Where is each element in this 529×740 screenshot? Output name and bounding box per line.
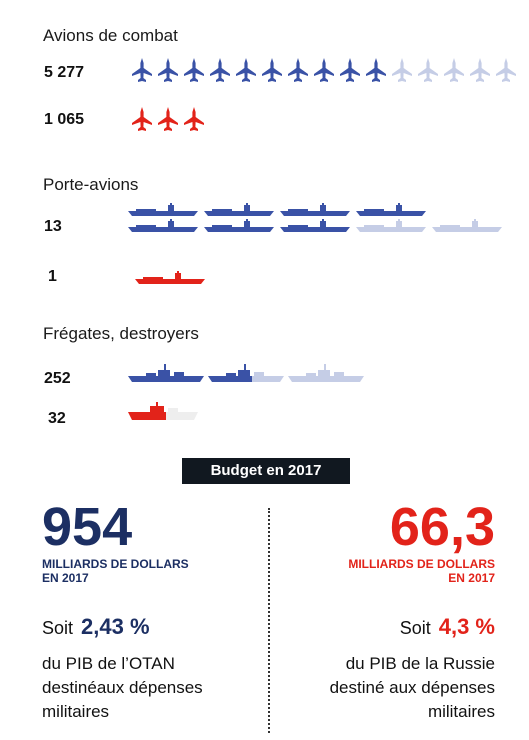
russia-budget-amount: 66,3	[389, 497, 495, 557]
nato-budget-amount: 954	[42, 497, 133, 557]
fighter-jet-icon	[470, 58, 490, 82]
frigate-group-icon	[128, 364, 364, 382]
carrier-icon	[356, 219, 426, 232]
russia-percent: 4,3 %	[438, 614, 495, 639]
fighter-jet-icon	[288, 58, 308, 82]
carrier-icon	[204, 203, 274, 216]
russia-budget-unit-line1: MILLIARDS DE DOLLARS	[348, 557, 495, 571]
nato-budget-unit: MILLIARDS DE DOLLARS EN 2017	[42, 557, 189, 585]
russia-carriers-icons	[133, 265, 213, 289]
fighter-jet-icon	[366, 58, 386, 82]
nato-budget-unit-line1: MILLIARDS DE DOLLARS	[42, 557, 189, 571]
nato-fighters-count: 5 277	[44, 64, 85, 81]
fighter-jet-icon	[262, 58, 282, 82]
fighter-jet-icon	[132, 58, 152, 82]
nato-frigates-icons	[128, 362, 368, 386]
fighter-jet-icon	[392, 58, 412, 82]
nato-fighters-icons	[131, 57, 517, 83]
carrier-group-icon	[128, 203, 502, 232]
carrier-icon	[280, 219, 350, 232]
russia-desc-line1: du PIB de la Russie	[345, 654, 495, 673]
nato-desc-line1: du PIB de l’OTAN	[42, 654, 175, 673]
fighter-jet-icon	[184, 58, 204, 82]
fighter-jet-icon	[158, 58, 178, 82]
carrier-icon	[356, 203, 426, 216]
nato-desc-line2: destinéaux dépenses	[42, 678, 203, 697]
budget-divider	[268, 508, 270, 733]
russia-fighters-count: 1 065	[44, 111, 85, 128]
fighters-heading: Avions de combat	[43, 26, 178, 45]
nato-percent-line: Soit 2,43 %	[42, 614, 150, 640]
nato-frigates-count: 252	[44, 370, 71, 387]
russia-soit-label: Soit	[399, 618, 431, 638]
fighter-jet-icon	[210, 58, 230, 82]
russia-budget-unit-line2: EN 2017	[448, 571, 495, 585]
fighter-jet-icon	[418, 58, 438, 82]
fighter-jet-icon	[158, 107, 178, 131]
nato-percent: 2,43 %	[81, 614, 150, 639]
russia-frigates-count: 32	[48, 410, 66, 427]
frigate-icon	[208, 364, 284, 382]
russia-fighters-icons	[131, 106, 205, 132]
nato-carriers-icons	[128, 203, 508, 247]
russia-budget-unit: MILLIARDS DE DOLLARS EN 2017	[348, 557, 495, 585]
fighter-jet-icon	[340, 58, 360, 82]
russia-percent-line: Soit 4,3 %	[400, 614, 495, 640]
nato-desc-line3: militaires	[42, 702, 110, 721]
fighter-jet-icon	[132, 107, 152, 131]
carrier-icon	[432, 219, 502, 232]
russia-frigates-icons	[128, 400, 208, 424]
russia-description: du PIB de la Russie destiné aux dépenses…	[330, 652, 495, 724]
carrier-group-icon	[135, 271, 205, 284]
nato-description: du PIB de l’OTAN destinéaux dépenses mil…	[42, 652, 203, 724]
budget-title: Budget en 2017	[182, 458, 350, 484]
russia-carriers-count: 1	[48, 268, 57, 285]
russia-desc-line2: destiné aux dépenses	[329, 678, 495, 697]
fighter-jet-icon	[236, 58, 256, 82]
frigate-group-icon	[128, 402, 198, 420]
carrier-icon	[280, 203, 350, 216]
nato-carriers-count: 13	[44, 218, 62, 235]
fighter-jet-icon	[314, 58, 334, 82]
fighter-jet-icon	[184, 107, 204, 131]
carriers-heading: Porte-avions	[43, 175, 139, 194]
fighter-jet-icon	[496, 58, 516, 82]
frigate-icon	[288, 364, 364, 382]
nato-soit-label: Soit	[42, 618, 74, 638]
carrier-icon	[135, 271, 205, 284]
nato-budget-unit-line2: EN 2017	[42, 571, 89, 585]
russia-desc-line3: militaires	[427, 702, 495, 721]
frigate-icon	[128, 364, 204, 382]
carrier-icon	[128, 203, 198, 216]
frigate-icon	[128, 402, 198, 420]
fighter-jet-icon	[444, 58, 464, 82]
carrier-icon	[128, 219, 198, 232]
carrier-icon	[204, 219, 274, 232]
frigates-heading: Frégates, destroyers	[43, 324, 199, 343]
